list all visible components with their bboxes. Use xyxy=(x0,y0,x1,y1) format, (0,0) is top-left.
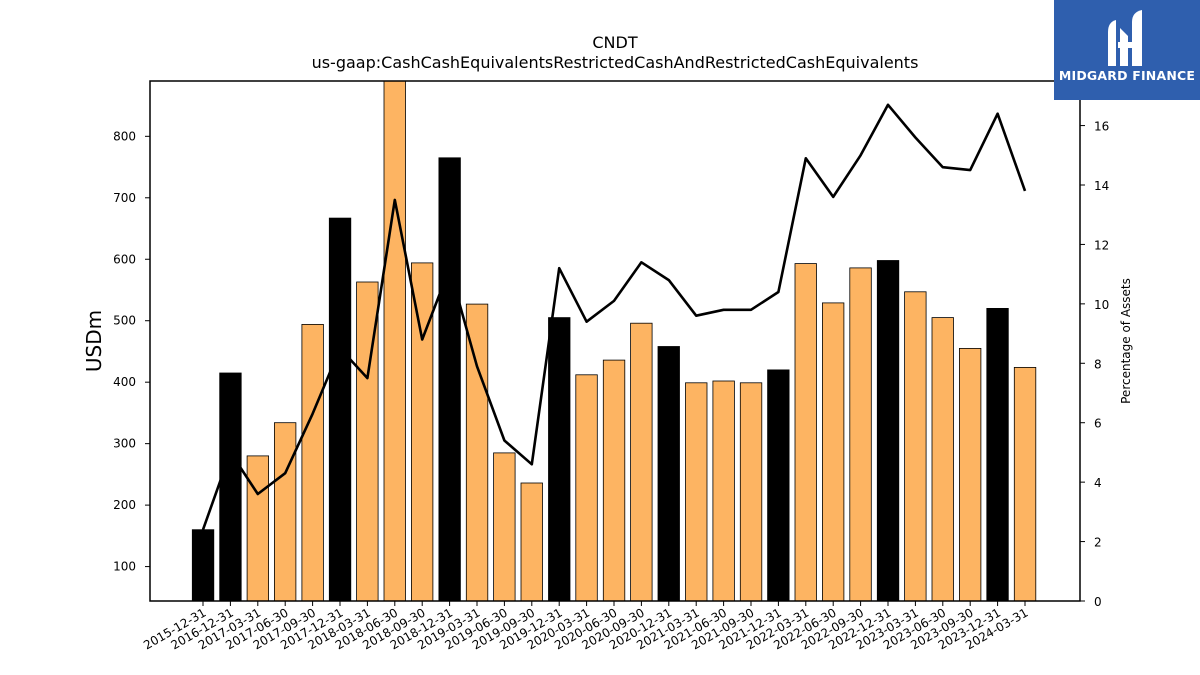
y2-tick-label: 14 xyxy=(1094,179,1109,193)
plot-frame xyxy=(149,80,1081,602)
bar-2022-12-31 xyxy=(876,260,900,602)
bar-2020-06-30 xyxy=(602,359,626,602)
bar-2018-12-31 xyxy=(438,157,461,602)
bar-2023-12-31 xyxy=(986,307,1009,602)
right-axis-ticks: 0 2 4 6 8 10 12 14 16 xyxy=(1080,120,1109,609)
bar-2020-03-31 xyxy=(575,374,598,602)
bar-2017-12-31 xyxy=(328,217,352,602)
bar-2019-09-30 xyxy=(520,482,543,602)
bar-2021-03-31 xyxy=(685,382,708,602)
bar-2021-12-31 xyxy=(767,369,790,602)
bar-2015-12-31 xyxy=(191,529,215,602)
x-axis-ticks: 2015-12-312016-12-312017-03-312017-06-30… xyxy=(141,601,1031,652)
bar-2021-09-30 xyxy=(739,382,763,602)
bar-2019-12-31 xyxy=(548,317,571,602)
bar-group xyxy=(191,80,1037,602)
chart-subtitle: us-gaap:CashCashEquivalentsRestrictedCas… xyxy=(312,53,919,72)
bar-2022-09-30 xyxy=(849,267,872,602)
bar-2016-12-31 xyxy=(219,372,242,602)
chart-title: CNDT xyxy=(592,33,637,52)
bar-2023-06-30 xyxy=(931,317,954,602)
y2-tick-label: 2 xyxy=(1094,536,1102,550)
bar-2017-03-31 xyxy=(246,455,270,602)
midgard-logo-icon xyxy=(1108,10,1142,66)
percentage-line-group xyxy=(201,103,1027,531)
bar-2020-12-31 xyxy=(657,346,680,602)
bar-2021-06-30 xyxy=(712,380,735,602)
y-tick-label: 200 xyxy=(113,498,136,512)
bar-2022-03-31 xyxy=(794,263,817,602)
y-axis-label: USDm xyxy=(82,310,106,372)
y2-tick-label: 6 xyxy=(1094,417,1102,431)
y-tick-label: 500 xyxy=(113,314,136,328)
bar-2019-03-31 xyxy=(465,303,489,602)
bar-2020-09-30 xyxy=(630,322,653,602)
y-tick-label: 700 xyxy=(113,191,136,205)
y-tick-label: 800 xyxy=(113,129,136,143)
y-tick-label: 300 xyxy=(113,437,136,451)
y-tick-label: 400 xyxy=(113,375,136,389)
y2-tick-label: 0 xyxy=(1094,595,1102,609)
midgard-finance-logo: MIDGARD FINANCE xyxy=(1054,0,1200,100)
y2-tick-label: 10 xyxy=(1094,298,1109,312)
y2-tick-label: 8 xyxy=(1094,357,1102,371)
bar-2017-09-30 xyxy=(301,323,324,602)
bar-2018-06-30 xyxy=(383,80,406,602)
bar-2022-06-30 xyxy=(822,302,845,602)
bar-2019-06-30 xyxy=(493,452,516,602)
y-tick-label: 100 xyxy=(113,560,136,574)
logo-text: MIDGARD FINANCE xyxy=(1058,68,1196,83)
bar-2018-09-30 xyxy=(410,262,434,602)
bar-2017-06-30 xyxy=(273,422,297,602)
bar-2023-03-31 xyxy=(904,291,927,602)
bar-2023-09-30 xyxy=(959,347,982,602)
y2-tick-label: 16 xyxy=(1094,120,1109,134)
percentage-of-assets-line xyxy=(201,103,1027,531)
y-tick-label: 600 xyxy=(113,252,136,266)
left-axis-ticks: 100 200 300 400 500 600 700 800 xyxy=(113,129,150,574)
bar-2024-03-31 xyxy=(1013,366,1037,602)
y2-axis-label: Percentage of Assets xyxy=(1119,278,1133,404)
y2-tick-label: 12 xyxy=(1094,238,1109,252)
y2-tick-label: 4 xyxy=(1094,476,1102,490)
